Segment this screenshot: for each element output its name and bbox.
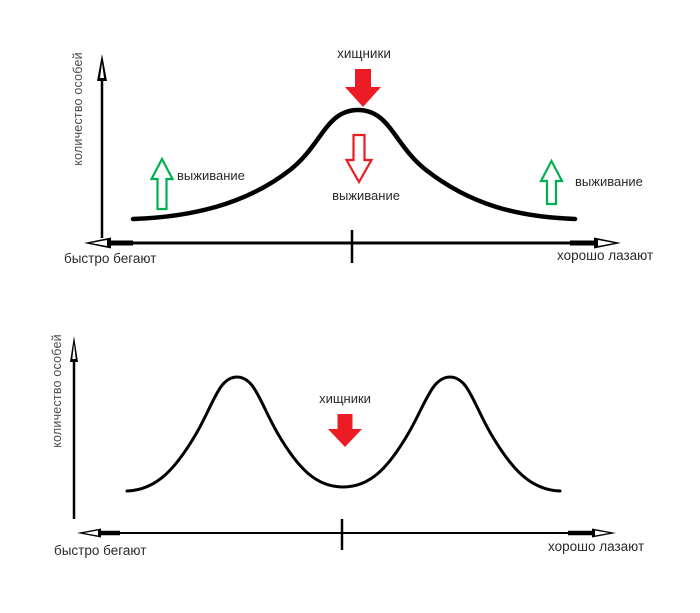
bottom-chart	[70, 336, 616, 550]
top-survival-center-label: выживание	[332, 188, 400, 203]
bottom-predators-label: хищники	[319, 391, 371, 406]
top-x-right-label: хорошо лазают	[557, 248, 654, 263]
top-y-axis-arrowhead-notch	[100, 63, 104, 78]
top-survival-up-arrow-left-icon	[149, 156, 175, 211]
top-population-curve	[130, 107, 578, 222]
bottom-population-curve	[125, 375, 562, 493]
top-x-left-label: быстро бегают	[64, 251, 157, 266]
bottom-y-axis-arrowhead-notch	[72, 344, 76, 359]
top-survival-right-label: выживание	[575, 174, 643, 189]
bottom-x-axis-right-arrowhead-notch	[595, 530, 609, 536]
bottom-y-axis-label: количество особей	[50, 334, 65, 448]
top-y-axis-label: количество особей	[71, 52, 86, 166]
bottom-x-right-label: хорошо лазают	[548, 539, 645, 554]
top-survival-up-arrow-right-icon	[539, 158, 564, 206]
top-survival-left-label: выживание	[177, 168, 245, 183]
top-predators-arrow-icon	[345, 69, 381, 107]
top-x-axis-left-arrowhead-notch	[91, 240, 107, 246]
top-x-axis-right-arrowhead-notch	[598, 240, 614, 246]
top-chart	[84, 54, 621, 263]
top-survival-down-arrow-icon	[344, 133, 374, 185]
bottom-predators-arrow-icon	[328, 414, 362, 447]
bottom-x-axis-left-arrowhead-notch	[84, 530, 98, 536]
top-predators-label: хищники	[337, 46, 391, 61]
bottom-x-left-label: быстро бегают	[54, 543, 147, 558]
